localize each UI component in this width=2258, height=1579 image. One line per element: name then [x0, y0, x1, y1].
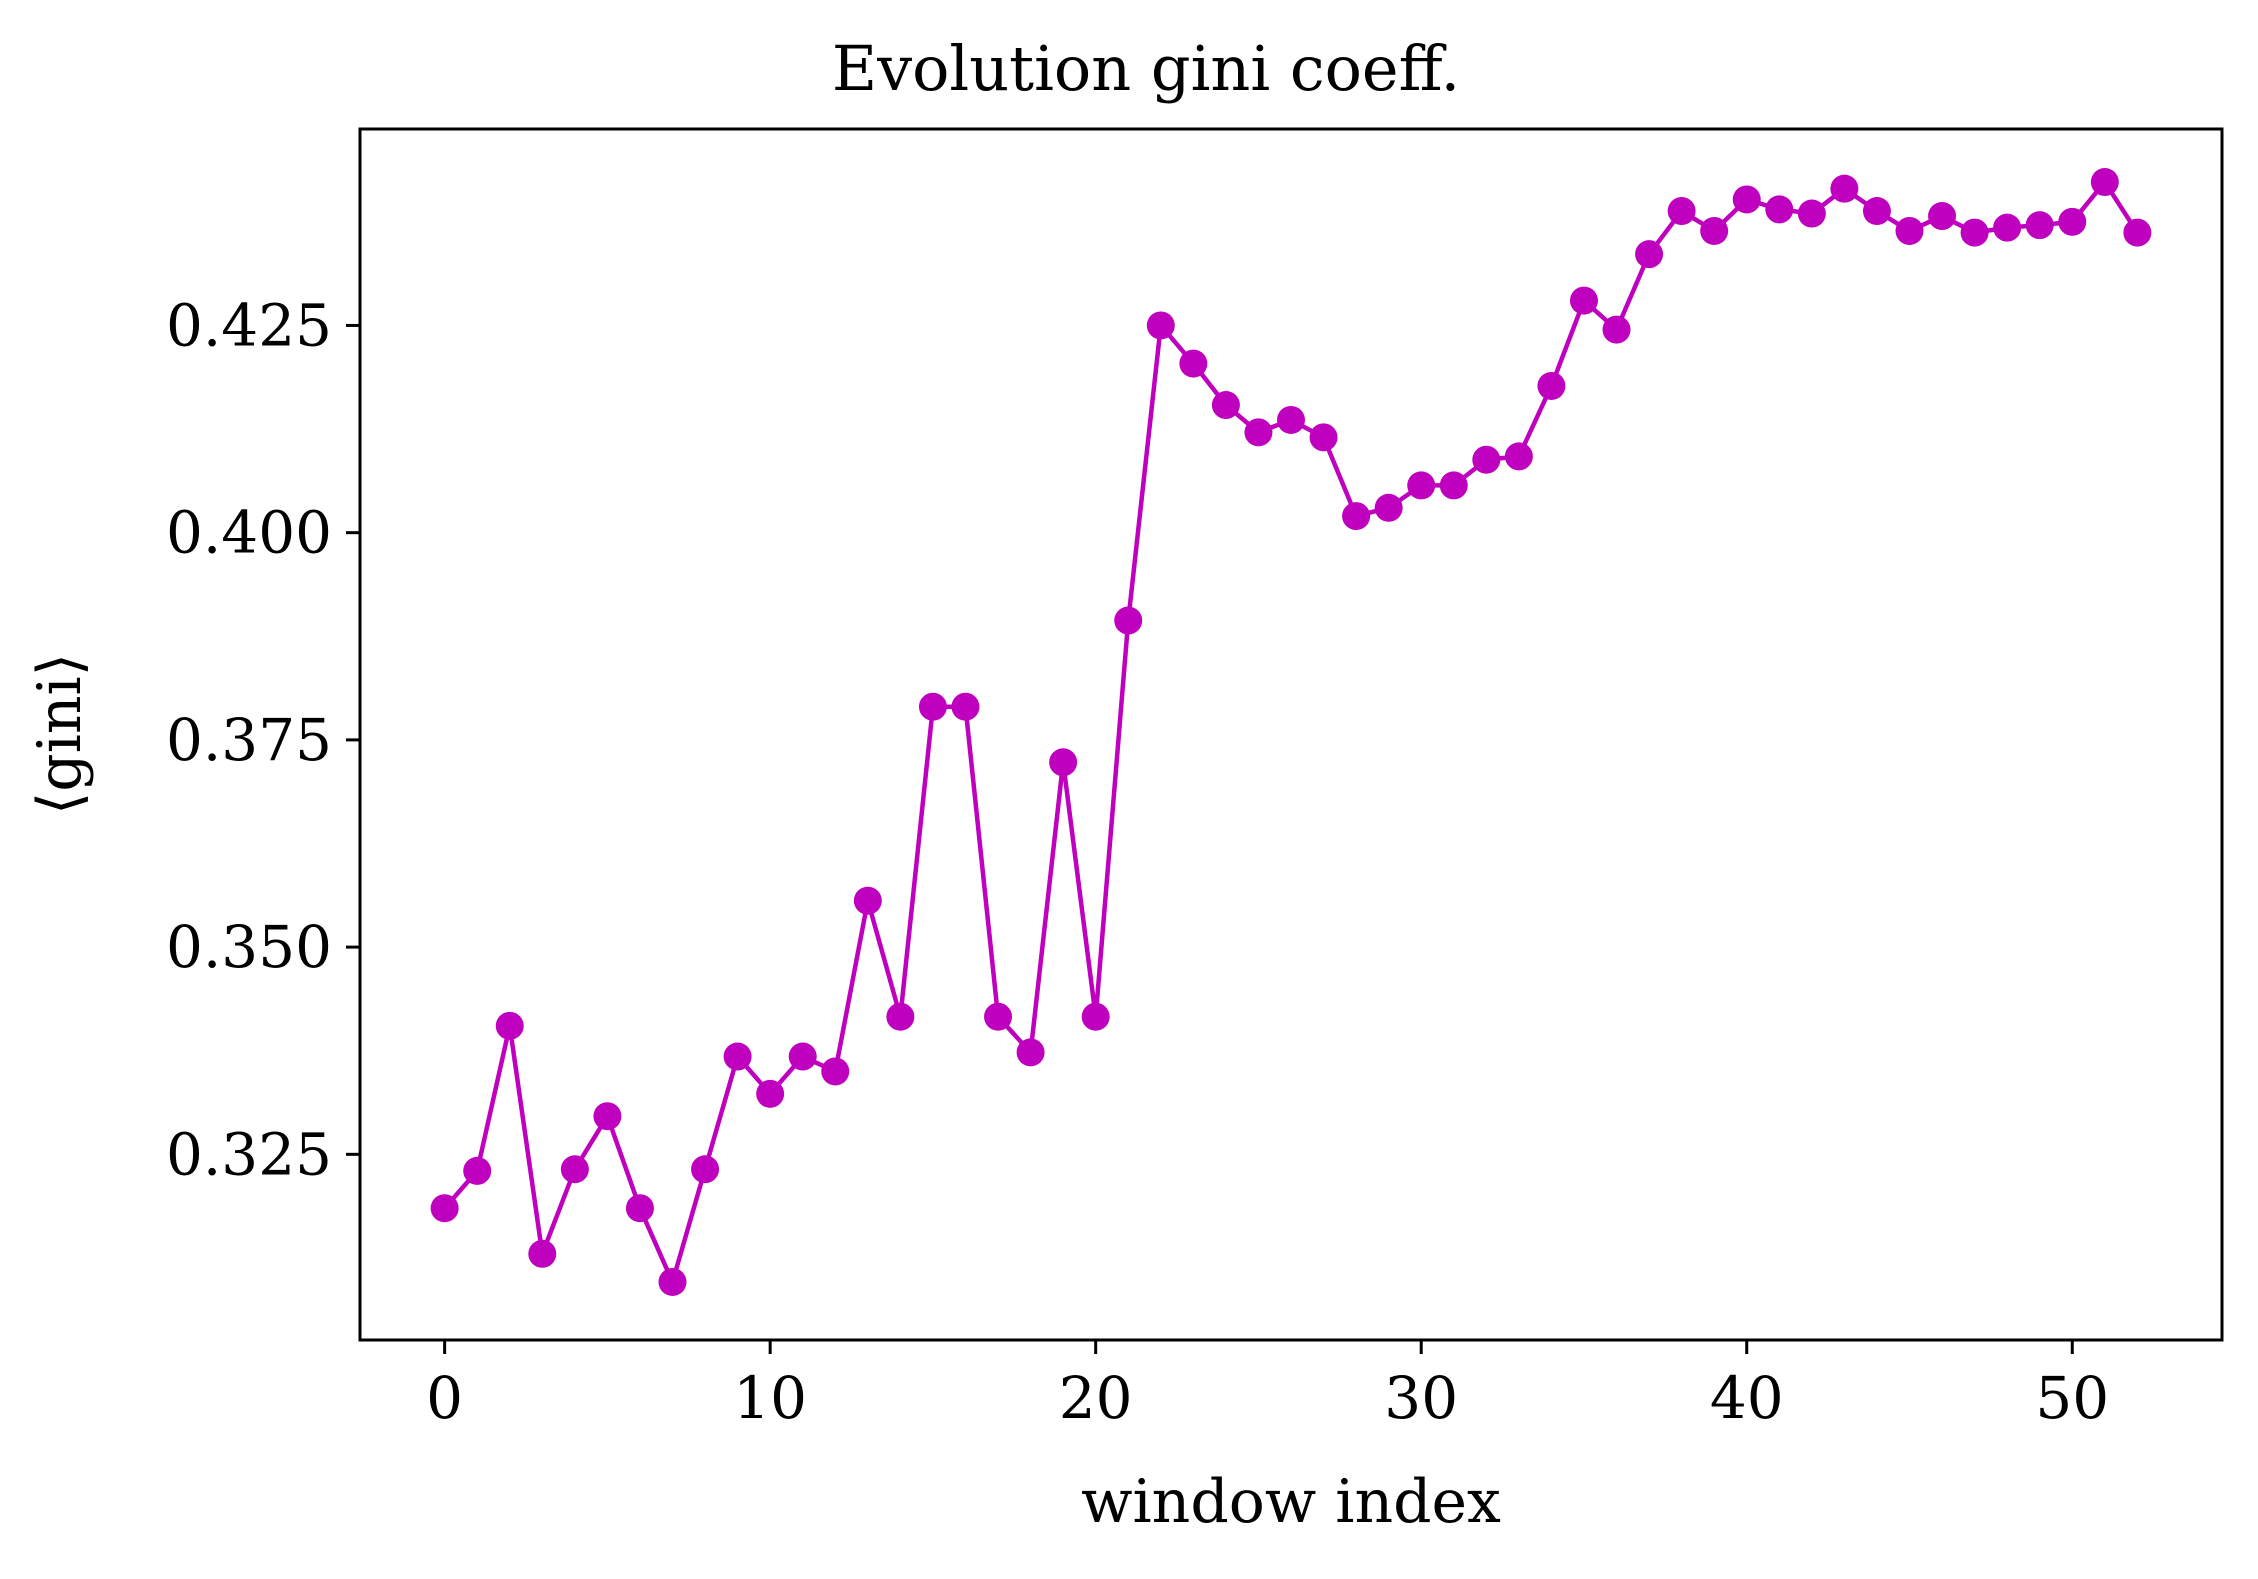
data-point: [560, 1155, 589, 1184]
data-point: [853, 886, 882, 915]
data-point: [951, 692, 980, 721]
data-point: [1374, 493, 1403, 522]
data-point: [528, 1239, 557, 1268]
data-point: [1114, 606, 1143, 635]
data-point: [1700, 216, 1729, 245]
data-point: [1993, 213, 2022, 242]
data-point: [1179, 349, 1208, 378]
plot-area-frame: [358, 127, 2224, 1342]
y-tick-label: 0.400: [166, 499, 332, 567]
data-point: [1342, 502, 1371, 531]
data-point: [463, 1156, 492, 1185]
y-axis-ticks: 0.325 0.350 0.375 0.400 0.425: [166, 291, 360, 1188]
data-point: [430, 1194, 459, 1223]
series-layer: [430, 168, 2152, 1296]
y-tick-label: 0.350: [166, 913, 332, 981]
data-point: [1569, 286, 1598, 315]
data-point: [1830, 174, 1859, 203]
y-tick-label: 0.325: [166, 1120, 332, 1188]
data-point: [1309, 423, 1338, 452]
data-point: [1081, 1002, 1110, 1031]
data-point: [1504, 442, 1533, 471]
x-axis-ticks: 0 10 20 30 40 50: [426, 1340, 2109, 1432]
data-point: [593, 1102, 622, 1131]
data-point: [788, 1042, 817, 1071]
data-point: [1472, 445, 1501, 474]
data-point: [821, 1057, 850, 1086]
data-point: [1765, 195, 1794, 224]
data-point: [1016, 1038, 1045, 1067]
data-point: [1895, 216, 1924, 245]
data-point: [2090, 168, 2119, 197]
data-point: [918, 692, 947, 721]
data-point: [1862, 197, 1891, 226]
x-tick-label: 50: [2035, 1364, 2109, 1432]
data-point: [723, 1042, 752, 1071]
data-point: [2058, 207, 2087, 236]
data-point: [1732, 185, 1761, 214]
data-point: [1146, 311, 1175, 340]
x-axis-label: window index: [1081, 1467, 1501, 1537]
data-point: [1960, 218, 1989, 247]
data-point: [1797, 199, 1826, 228]
data-point: [691, 1155, 720, 1184]
x-tick-label: 40: [1710, 1364, 1784, 1432]
data-point: [1244, 418, 1273, 447]
data-point: [1277, 405, 1305, 434]
x-tick-label: 20: [1059, 1364, 1133, 1432]
y-tick-label: 0.375: [166, 706, 332, 774]
data-point: [1928, 202, 1957, 231]
data-point: [495, 1011, 524, 1040]
chart-title: Evolution gini coeff.: [832, 32, 1460, 105]
x-tick-label: 10: [733, 1364, 807, 1432]
data-point: [1407, 471, 1436, 500]
x-tick-label: 30: [1384, 1364, 1458, 1432]
data-point: [1439, 471, 1468, 500]
data-point: [1211, 391, 1240, 420]
data-point: [1049, 748, 1078, 777]
data-point: [1667, 197, 1696, 226]
y-tick-label: 0.425: [166, 291, 332, 359]
data-point: [658, 1267, 687, 1296]
data-point: [625, 1194, 654, 1223]
data-point: [756, 1079, 785, 1108]
data-point: [2123, 218, 2152, 247]
y-axis-label: ⟨gini⟩: [25, 653, 95, 815]
data-point: [1602, 315, 1631, 344]
data-point: [1537, 371, 1566, 400]
data-point: [886, 1002, 915, 1031]
x-tick-label: 0: [426, 1364, 463, 1432]
data-point: [2025, 211, 2054, 240]
data-point: [984, 1002, 1013, 1031]
data-point: [1635, 240, 1664, 269]
